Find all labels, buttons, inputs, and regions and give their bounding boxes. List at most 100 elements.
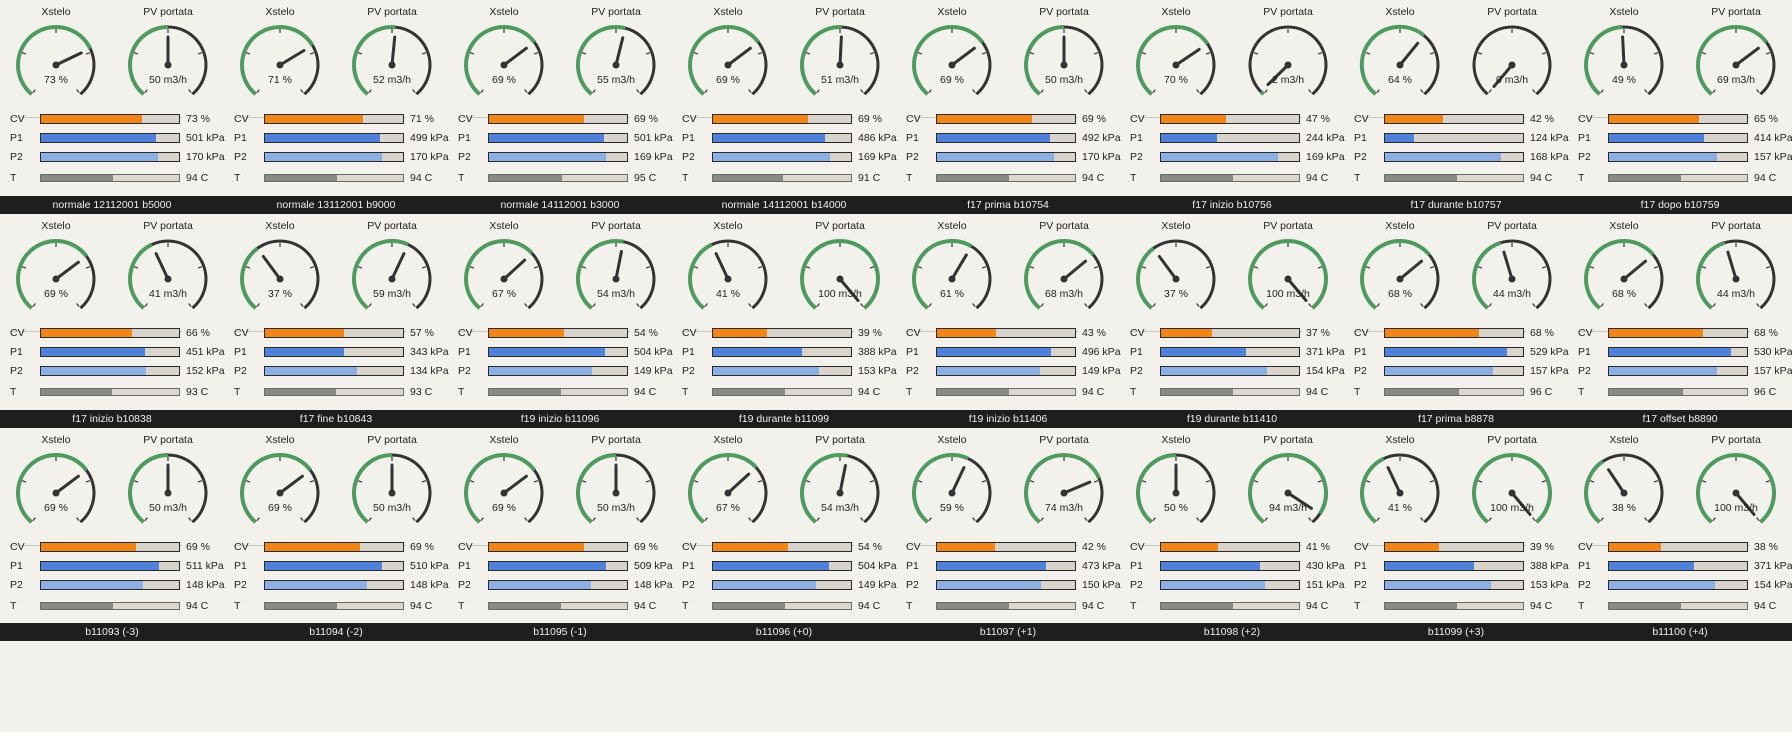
xstelo-gauge: 37 % bbox=[1136, 239, 1216, 310]
p2-bar-fill bbox=[41, 367, 146, 375]
pv-portata-gauge-fill bbox=[576, 25, 626, 96]
xstelo-gauge-tick bbox=[309, 480, 315, 483]
xstelo-gauge-tick bbox=[981, 480, 987, 483]
snapshot-panel: Xstelo 69 % PV portata 50 m3/h CV 69 % P1 511 k… bbox=[0, 428, 225, 618]
cv-bar-fill bbox=[1385, 329, 1479, 337]
cv-bar-fill bbox=[1161, 115, 1226, 123]
snapshot-panel: Xstelo 38 % PV portata 100 m3/h CV 38 % P1 371 … bbox=[1568, 428, 1792, 618]
xstelo-gauge-title: Xstelo bbox=[265, 6, 295, 18]
t-bar-fill bbox=[489, 175, 562, 181]
p2-bar bbox=[264, 580, 404, 590]
p1-value: 501 kPa bbox=[634, 132, 673, 144]
p2-value: 152 kPa bbox=[186, 365, 225, 377]
p1-bar-fill bbox=[1161, 134, 1218, 142]
xstelo-gauge-hub bbox=[500, 489, 508, 497]
pv-portata-gauge-title: PV portata bbox=[1263, 434, 1313, 446]
p1-row-label: P1 bbox=[10, 560, 23, 572]
xstelo-gauge-fill bbox=[1584, 25, 1623, 96]
xstelo-gauge-tick bbox=[256, 303, 260, 307]
xstelo-gauge-tick bbox=[533, 266, 539, 269]
xstelo-gauge-fill bbox=[16, 25, 93, 96]
pv-portata-gauge-hub bbox=[836, 275, 844, 283]
p2-row-label: P2 bbox=[458, 151, 471, 163]
p1-bar bbox=[488, 347, 628, 357]
cv-value: 69 % bbox=[634, 541, 658, 553]
xstelo-gauge-title: Xstelo bbox=[1161, 434, 1191, 446]
xstelo-gauge: 61 % bbox=[912, 238, 992, 310]
cv-value: 54 % bbox=[858, 541, 882, 553]
pv-portata-gauge-tick bbox=[869, 480, 875, 483]
pv-portata-gauge-tick bbox=[197, 52, 203, 55]
p2-bar bbox=[936, 366, 1076, 376]
xstelo-gauge-needle bbox=[1386, 466, 1402, 495]
cv-row-label: CV bbox=[234, 541, 249, 553]
xstelo-gauge: 69 % bbox=[464, 453, 544, 524]
xstelo-gauge-tick bbox=[1141, 266, 1147, 269]
xstelo-gauge: 69 % bbox=[464, 25, 544, 96]
pv-portata-gauge: 100 m3/h bbox=[800, 239, 880, 310]
pv-portata-gauge-fill bbox=[128, 242, 153, 310]
xstelo-gauge-tick bbox=[917, 480, 923, 483]
p1-bar bbox=[1384, 133, 1524, 143]
xstelo-gauge-tick bbox=[981, 266, 987, 269]
snapshot-caption: b11100 (+4) bbox=[1652, 626, 1708, 638]
p1-bar bbox=[936, 133, 1076, 143]
xstelo-gauge-fill bbox=[464, 239, 534, 310]
p2-bar bbox=[40, 580, 180, 590]
xstelo-gauge-value: 68 % bbox=[1388, 288, 1412, 300]
t-bar-fill bbox=[1385, 175, 1458, 181]
pv-portata-gauge-value: 69 m3/h bbox=[1717, 74, 1755, 86]
t-bar-fill bbox=[41, 603, 114, 609]
pv-portata-gauge-tick bbox=[1029, 480, 1035, 483]
xstelo-gauge-fill bbox=[16, 239, 89, 310]
p2-bar bbox=[712, 580, 852, 590]
pv-portata-gauge: 68 m3/h bbox=[1024, 239, 1104, 310]
cv-value: 69 % bbox=[1082, 113, 1106, 125]
t-bar-fill bbox=[1609, 175, 1682, 181]
p1-bar bbox=[1160, 561, 1300, 571]
pv-portata-gauge-fill bbox=[1696, 25, 1769, 96]
xstelo-gauge-tick bbox=[524, 517, 528, 521]
p2-bar bbox=[40, 366, 180, 376]
xstelo-gauge-value: 50 % bbox=[1164, 502, 1188, 514]
t-row-label: T bbox=[1354, 600, 1361, 612]
p2-bar bbox=[1608, 366, 1748, 376]
snapshot-caption: f17 inizio b10756 bbox=[1192, 199, 1272, 211]
t-bar bbox=[712, 602, 852, 610]
t-bar-fill bbox=[265, 603, 338, 609]
xstelo-gauge-tick bbox=[85, 52, 91, 55]
cv-bar-fill bbox=[41, 543, 137, 551]
p1-bar bbox=[264, 347, 404, 357]
cv-bar-fill bbox=[265, 329, 344, 337]
pv-portata-gauge-tick bbox=[412, 89, 416, 93]
t-row-label: T bbox=[1578, 172, 1585, 184]
p1-row-label: P1 bbox=[1130, 132, 1143, 144]
pv-portata-gauge-value: 100 m3/h bbox=[1266, 288, 1310, 300]
xstelo-gauge-tick bbox=[757, 52, 763, 55]
p2-bar-fill bbox=[265, 367, 358, 375]
snapshot-caption: b11096 (+0) bbox=[755, 626, 813, 638]
xstelo-gauge-tick bbox=[981, 52, 987, 55]
cv-bar bbox=[40, 114, 180, 124]
xstelo-gauge-hub bbox=[1396, 275, 1404, 283]
xstelo-gauge-tick bbox=[1429, 52, 1435, 55]
t-value: 94 C bbox=[410, 172, 433, 184]
pv-portata-gauge-tick bbox=[869, 52, 875, 55]
t-bar-fill bbox=[489, 389, 562, 395]
t-bar-fill bbox=[1609, 389, 1683, 395]
pv-portata-gauge-fill bbox=[1248, 239, 1328, 310]
pv-portata-gauge-value: 50 m3/h bbox=[1045, 74, 1083, 86]
xstelo-gauge-tick bbox=[1205, 480, 1211, 483]
xstelo-gauge-needle bbox=[1621, 35, 1626, 67]
t-value: 94 C bbox=[1082, 386, 1105, 398]
cv-bar-fill bbox=[489, 543, 585, 551]
pv-portata-gauge-tick bbox=[188, 517, 192, 521]
pv-portata-gauge-track bbox=[1472, 25, 1552, 96]
xstelo-gauge-hub bbox=[1620, 275, 1628, 283]
pv-portata-gauge-tick bbox=[1532, 517, 1536, 521]
snapshot-caption: f19 inizio b11096 bbox=[520, 413, 600, 425]
p1-row-label: P1 bbox=[1354, 132, 1367, 144]
pv-portata-gauge: 44 m3/h bbox=[1472, 239, 1552, 310]
xstelo-gauge-tick bbox=[21, 266, 27, 269]
p2-bar-fill bbox=[1609, 581, 1716, 589]
